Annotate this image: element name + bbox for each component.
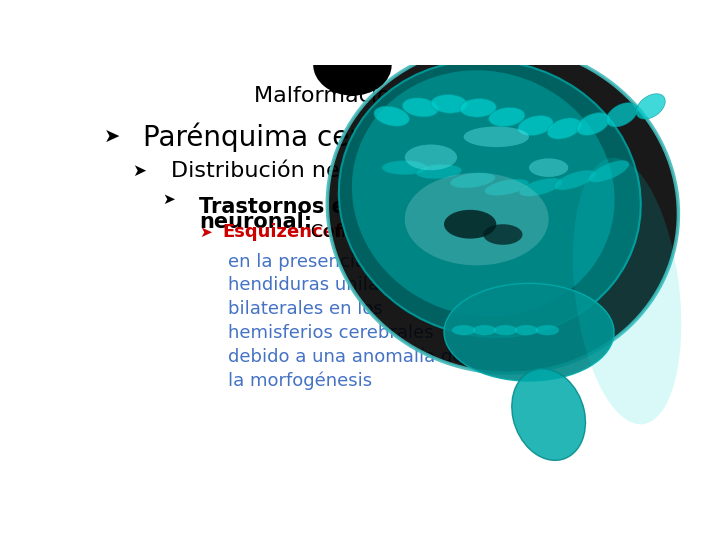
- Text: Trastornos en la migración: Trastornos en la migración: [199, 196, 513, 217]
- Text: hendiduras unilaterales o: hendiduras unilaterales o: [228, 276, 459, 294]
- Ellipse shape: [577, 113, 609, 136]
- Text: 1: 1: [695, 389, 701, 399]
- Ellipse shape: [402, 98, 438, 117]
- Ellipse shape: [352, 70, 615, 316]
- Ellipse shape: [519, 178, 562, 197]
- Ellipse shape: [515, 325, 538, 335]
- Ellipse shape: [518, 116, 553, 136]
- Ellipse shape: [450, 173, 495, 188]
- Ellipse shape: [547, 118, 582, 139]
- Ellipse shape: [485, 179, 529, 195]
- Text: Distribución neuronal:: Distribución neuronal:: [171, 161, 418, 181]
- Ellipse shape: [606, 103, 637, 127]
- Ellipse shape: [416, 164, 462, 179]
- Ellipse shape: [464, 126, 529, 147]
- Text: la morfogénesis: la morfogénesis: [228, 371, 372, 390]
- Ellipse shape: [473, 325, 496, 335]
- Ellipse shape: [339, 60, 641, 337]
- Ellipse shape: [529, 158, 568, 177]
- Ellipse shape: [374, 106, 410, 126]
- Text: debido a una anomalía de: debido a una anomalía de: [228, 348, 464, 366]
- Text: ➤: ➤: [163, 192, 175, 207]
- Ellipse shape: [554, 170, 596, 190]
- Text: Esquizencefalia:: Esquizencefalia:: [222, 223, 387, 241]
- Ellipse shape: [573, 158, 681, 424]
- Ellipse shape: [536, 325, 559, 335]
- Ellipse shape: [431, 94, 467, 113]
- Ellipse shape: [483, 224, 523, 245]
- Ellipse shape: [328, 44, 678, 373]
- Ellipse shape: [444, 210, 496, 239]
- Ellipse shape: [405, 173, 549, 265]
- Ellipse shape: [588, 160, 629, 183]
- Ellipse shape: [512, 369, 585, 461]
- Text: bilaterales en los: bilaterales en los: [228, 300, 383, 318]
- Ellipse shape: [494, 325, 517, 335]
- Text: hemisferios cerebrales: hemisferios cerebrales: [228, 324, 434, 342]
- Ellipse shape: [489, 107, 525, 126]
- Ellipse shape: [444, 284, 614, 381]
- Ellipse shape: [382, 160, 428, 175]
- Text: ➤: ➤: [132, 162, 145, 180]
- Ellipse shape: [460, 99, 496, 117]
- Text: neuronal:: neuronal:: [199, 212, 312, 232]
- Text: PHILIPS  GYR: PHILIPS GYR: [645, 480, 701, 489]
- Ellipse shape: [636, 94, 665, 119]
- Ellipse shape: [405, 145, 457, 170]
- Text: Consiste: Consiste: [305, 223, 388, 241]
- Text: ➤: ➤: [199, 225, 212, 239]
- Text: Parénquima cerebral:: Parénquima cerebral:: [143, 123, 441, 152]
- Ellipse shape: [313, 34, 392, 96]
- Ellipse shape: [452, 325, 475, 335]
- Text: en la presencia de: en la presencia de: [228, 253, 395, 271]
- Text: ➤: ➤: [104, 128, 120, 147]
- Text: Malformaciones SNC: Malformaciones SNC: [254, 85, 484, 106]
